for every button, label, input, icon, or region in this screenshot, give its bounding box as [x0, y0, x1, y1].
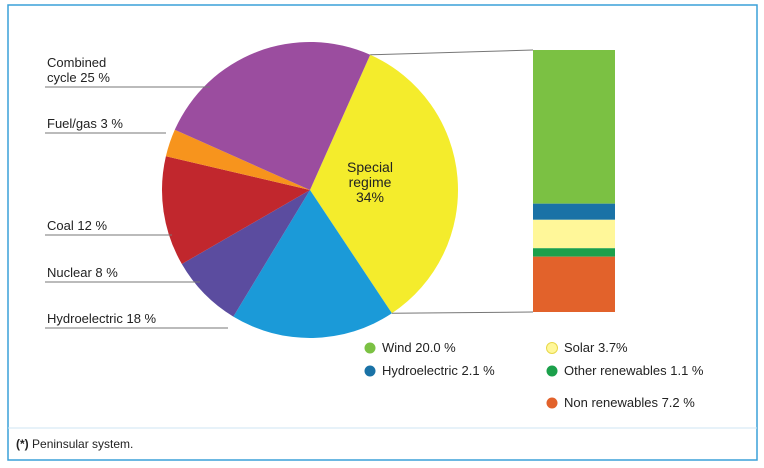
legend-name: Non renewables [564, 395, 658, 410]
slice-value: 8 % [95, 265, 118, 280]
legend-value: 3.7% [597, 340, 628, 355]
slice-name: Combined cycle [47, 55, 107, 85]
slice-value: 12 % [77, 218, 108, 233]
footnote-marker: (*) [16, 437, 29, 451]
legend-name: Hydroelectric [382, 363, 458, 378]
legend-swatch [364, 365, 376, 377]
connector [391, 311, 534, 314]
legend-entry: Hydroelectric 2.1 % [382, 363, 495, 378]
bar-segment [533, 219, 615, 249]
slice-label: Coal 12 % [47, 218, 247, 233]
slice-name: Special regime [347, 159, 393, 190]
legend-value: 1.1 % [670, 363, 704, 378]
bar-segment [533, 203, 615, 220]
pie-slice [162, 156, 310, 264]
slice-value: 34% [355, 189, 385, 205]
legend-entry: Non renewables 7.2 % [564, 395, 695, 410]
slice-name: Nuclear [47, 265, 92, 280]
legend-name: Wind [382, 340, 412, 355]
legend-value: 7.2 % [661, 395, 695, 410]
slice-label: Nuclear 8 % [47, 265, 247, 280]
slice-label: Fuel/gas 3 % [47, 116, 247, 131]
footnote: (*) Peninsular system. [16, 437, 133, 451]
pie-slice [181, 190, 310, 317]
legend-swatch [364, 342, 376, 354]
slice-label: Combined cycle 25 % [47, 55, 137, 85]
legend-entry: Solar 3.7% [564, 340, 628, 355]
legend-swatch [546, 397, 558, 409]
bar-segment [533, 256, 615, 312]
slice-value: 3 % [100, 116, 123, 131]
pie-slice [310, 54, 459, 314]
bar-segment [533, 50, 615, 204]
legend-name: Solar [564, 340, 595, 355]
pie-slice [233, 190, 392, 338]
legend-value: 2.1 % [461, 363, 495, 378]
slice-value: 25 % [80, 70, 110, 85]
legend-name: Other renewables [564, 363, 667, 378]
footnote-text: Peninsular system. [32, 437, 134, 451]
pie-slice [165, 129, 310, 190]
pie-slice [174, 42, 371, 190]
legend-entry: Wind 20.0 % [382, 340, 456, 355]
connector [370, 49, 534, 56]
legend-swatch [546, 342, 558, 354]
slice-value: 18 % [126, 311, 157, 326]
slice-label: Special regime 34% [340, 160, 400, 205]
bar-segment [533, 248, 615, 257]
frame [7, 4, 758, 461]
slice-label: Hydroelectric 18 % [47, 311, 247, 326]
legend-value: 20.0 % [415, 340, 456, 355]
slice-name: Hydroelectric [47, 311, 123, 326]
slice-name: Fuel/gas [47, 116, 97, 131]
legend-entry: Other renewables 1.1 % [564, 363, 704, 378]
slice-name: Coal [47, 218, 74, 233]
legend-swatch [546, 365, 558, 377]
